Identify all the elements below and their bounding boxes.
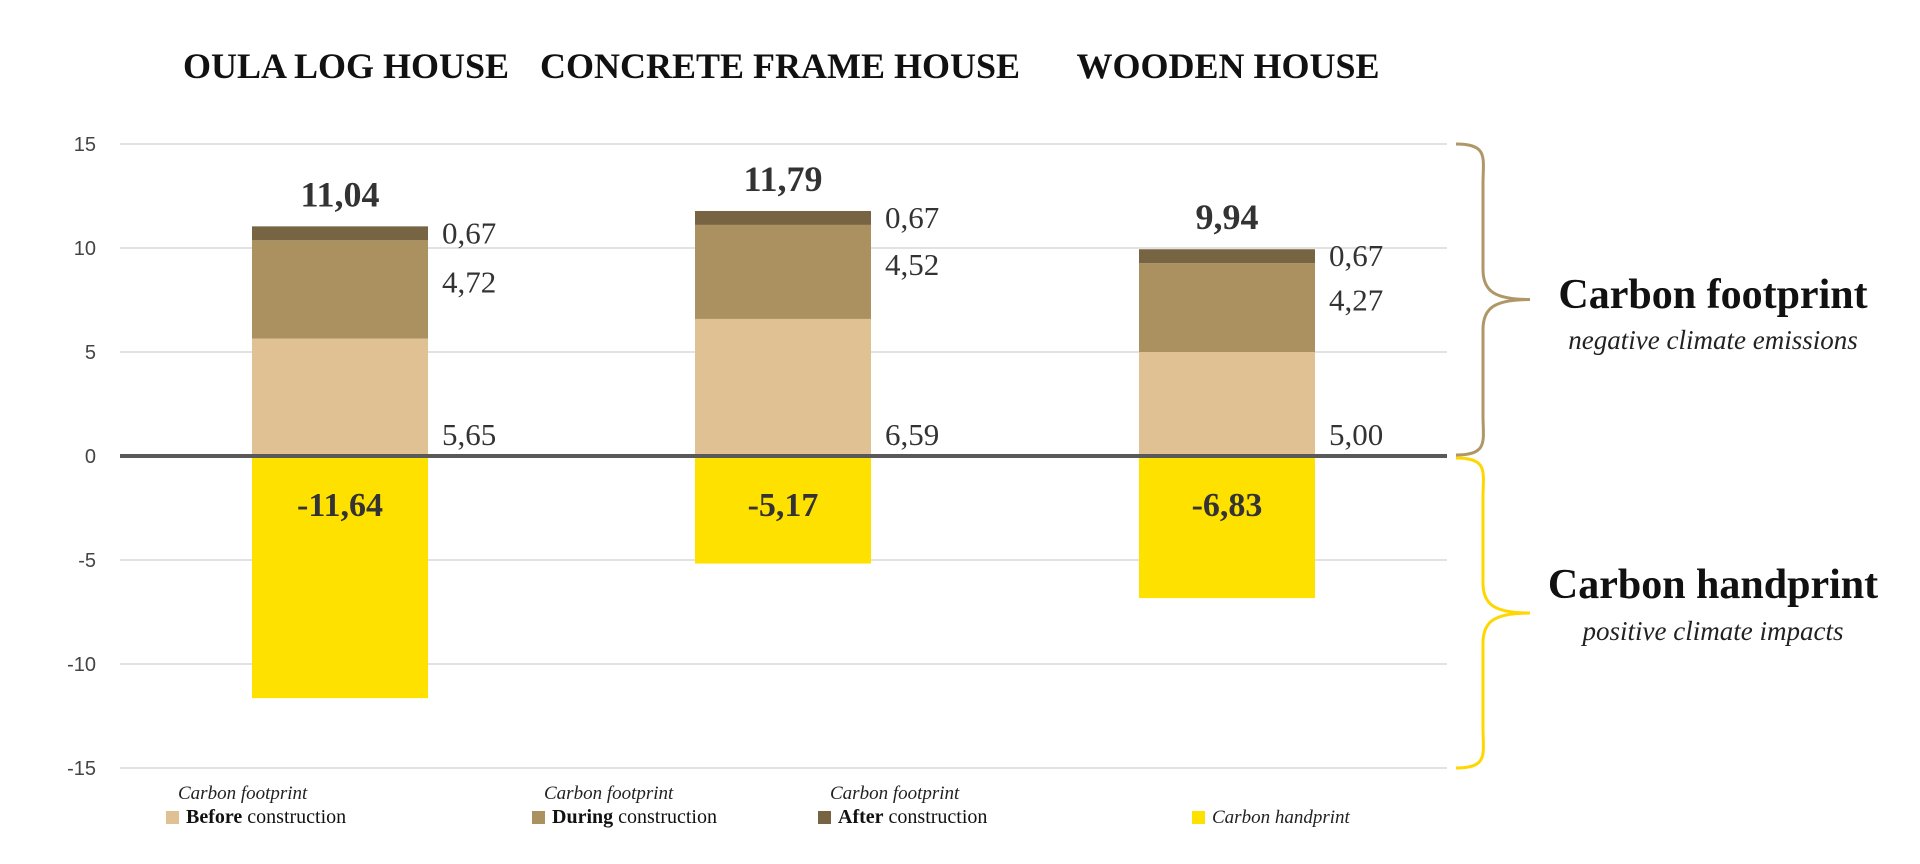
legend-swatch (166, 811, 179, 824)
bar-segment-handprint (1139, 456, 1315, 599)
data-label-after: 0,67 (1329, 238, 1383, 273)
legend-label-text: construction (613, 806, 717, 828)
bar-segment-before (1139, 352, 1315, 456)
side-annotations: Carbon footprint negative climate emissio… (1455, 142, 1878, 770)
bar-segment-during (1139, 263, 1315, 352)
legend-swatch (1192, 811, 1205, 824)
handprint-brace (1455, 456, 1531, 770)
data-label-before: 5,65 (442, 417, 496, 452)
y-tick-label: 5 (85, 342, 96, 364)
legend-label-bold: During (552, 806, 613, 828)
legend-label-bold: Before (186, 806, 242, 828)
y-tick-label: 10 (74, 238, 96, 260)
data-label-during: 4,52 (885, 247, 939, 282)
data-label-after: 0,67 (442, 215, 496, 250)
data-label-before: 6,59 (885, 417, 939, 452)
y-tick-label: -5 (78, 550, 96, 572)
house-title: OULA LOG HOUSE (183, 46, 509, 86)
house-titles: OULA LOG HOUSE CONCRETE FRAME HOUSE WOODEN… (183, 46, 1380, 86)
data-label-during: 4,27 (1329, 283, 1383, 318)
y-tick-label: 15 (74, 134, 96, 156)
y-tick-label: -15 (67, 758, 96, 780)
bars (252, 210, 1315, 699)
data-label-handprint: -6,83 (1192, 487, 1263, 524)
footprint-title: Carbon footprint (1558, 272, 1867, 318)
total-label: 9,94 (1196, 197, 1259, 237)
total-label: 11,04 (300, 174, 379, 214)
legend-label: Carbon handprint (1212, 807, 1350, 828)
bar-segment-after (252, 226, 428, 241)
legend-label: Before construction (186, 806, 346, 828)
data-label-handprint: -5,17 (748, 487, 819, 524)
bar-segment-handprint (695, 456, 871, 564)
legend-label: After construction (838, 806, 987, 828)
house-title: WOODEN HOUSE (1076, 46, 1379, 86)
y-tick-label: 0 (85, 446, 96, 468)
data-label-handprint: -11,64 (297, 487, 383, 524)
legend-label-text: construction (884, 806, 988, 828)
bar-segment-handprint (252, 456, 428, 699)
legend-caption: Carbon footprint (544, 783, 674, 804)
data-label-after: 0,67 (885, 200, 939, 235)
legend-swatch (532, 811, 545, 824)
bar-segment-before (695, 318, 871, 456)
data-label-before: 5,00 (1329, 417, 1383, 452)
bar-segment-during (695, 224, 871, 319)
legend-label-bold: After (838, 806, 884, 828)
y-tick-label: -10 (67, 654, 96, 676)
legend-label: During construction (552, 806, 717, 828)
legend-swatch (818, 811, 831, 824)
data-labels: 5,65 4,72 0,67 11,04 -11,64 6,59 4,52 0,67 11,79… (297, 159, 1383, 524)
house-title: CONCRETE FRAME HOUSE (540, 46, 1020, 86)
y-axis-ticks: 15 10 5 0 -5 -10 -15 (67, 134, 96, 780)
legend-label-text: construction (242, 806, 346, 828)
total-label: 11,79 (743, 159, 822, 199)
bar-segment-during (252, 240, 428, 339)
legend-label-text: Carbon handprint (1212, 807, 1350, 828)
handprint-subtitle: positive climate impacts (1581, 616, 1844, 646)
bar-segment-before (252, 338, 428, 456)
footprint-brace (1455, 142, 1531, 457)
bar-segment-after (1139, 249, 1315, 264)
legend-caption: Carbon footprint (830, 783, 960, 804)
footprint-subtitle: negative climate emissions (1568, 325, 1857, 355)
bar-segment-after (695, 210, 871, 225)
legend-caption: Carbon footprint (178, 783, 308, 804)
handprint-title: Carbon handprint (1548, 562, 1878, 608)
data-label-during: 4,72 (442, 264, 496, 299)
